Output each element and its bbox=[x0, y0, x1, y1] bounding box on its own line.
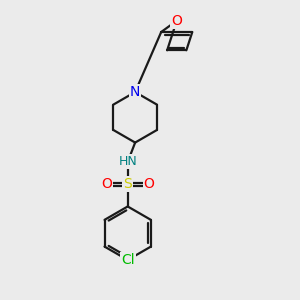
Text: Cl: Cl bbox=[121, 253, 134, 267]
Text: S: S bbox=[123, 177, 132, 191]
Text: HN: HN bbox=[118, 155, 137, 168]
Text: O: O bbox=[101, 177, 112, 191]
Text: O: O bbox=[171, 14, 182, 28]
Text: O: O bbox=[144, 177, 154, 191]
Text: N: N bbox=[130, 85, 140, 99]
